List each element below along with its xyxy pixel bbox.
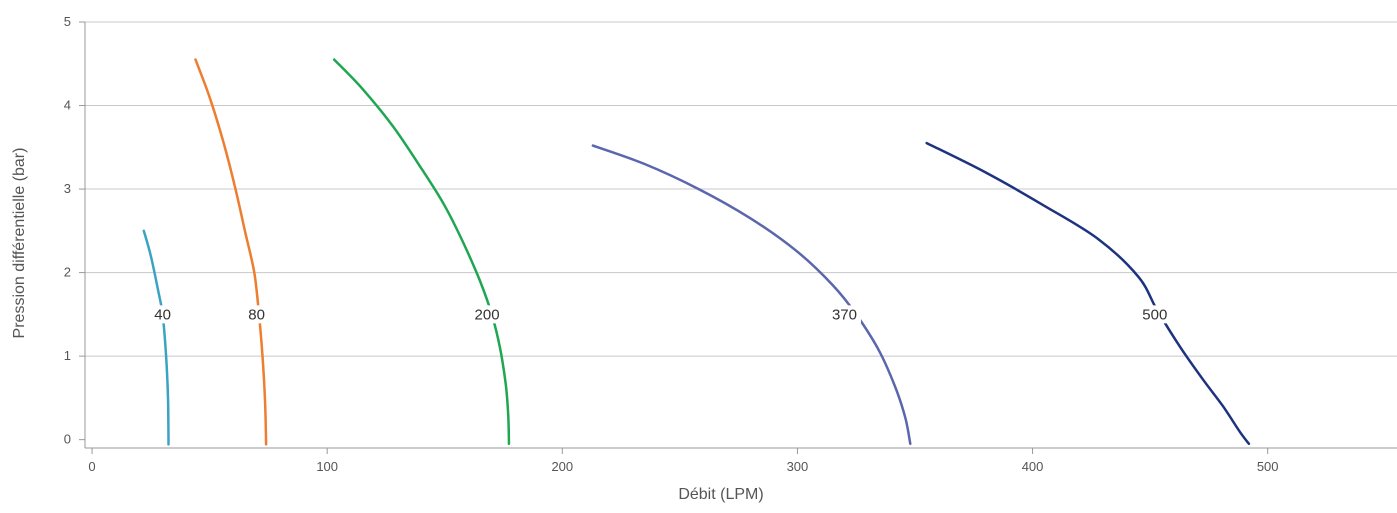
series-labels: 40 80 200 370 500 — [150, 305, 1172, 324]
series-label-200: 200 — [475, 306, 500, 323]
x-axis-ticks: 0 100 200 300 400 500 — [88, 448, 1279, 474]
y-axis-title: Pression différentielle (bar) — [11, 148, 28, 339]
series-line-40 — [142, 229, 170, 446]
series-label-40: 40 — [154, 306, 171, 323]
y-tick-label-2: 2 — [64, 265, 71, 280]
x-tick-label-300: 300 — [787, 459, 809, 474]
grid-lines — [85, 21, 1397, 357]
x-tick-label-200: 200 — [551, 459, 573, 474]
y-axis-ticks: 0 1 2 3 4 5 — [64, 14, 85, 447]
series-label-bg-80 — [244, 305, 269, 324]
series-label-bg-370 — [827, 305, 861, 324]
series-label-370: 370 — [832, 306, 857, 323]
series-label-80: 80 — [248, 306, 265, 323]
series-line-370 — [591, 144, 912, 446]
series-line-80 — [194, 58, 268, 446]
series-curves — [142, 58, 1251, 446]
series-label-500: 500 — [1142, 306, 1167, 323]
x-tick-label-400: 400 — [1022, 459, 1044, 474]
y-tick-label-4: 4 — [64, 98, 71, 113]
series-line-500 — [925, 141, 1251, 446]
y-tick-label-3: 3 — [64, 181, 71, 196]
series-label-bg-40 — [150, 305, 175, 324]
series-label-bg-500 — [1138, 305, 1172, 324]
y-tick-label-5: 5 — [64, 14, 71, 29]
y-tick-label-0: 0 — [64, 432, 71, 447]
y-tick-label-1: 1 — [64, 348, 71, 363]
x-tick-label-500: 500 — [1257, 459, 1279, 474]
series-line-200 — [332, 58, 511, 446]
x-axis-title: Débit (LPM) — [678, 486, 763, 503]
x-tick-label-100: 100 — [316, 459, 338, 474]
x-tick-label-0: 0 — [88, 459, 95, 474]
series-label-bg-200 — [470, 305, 504, 324]
